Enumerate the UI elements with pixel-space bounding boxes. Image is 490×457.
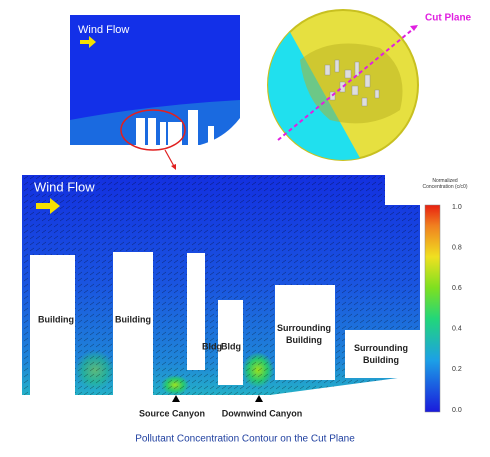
building-label: Bldg: [202, 341, 222, 351]
building-label: Building: [38, 314, 74, 324]
colorbar-tick-label: 0.4: [452, 326, 462, 333]
cut-plane-label: Cut Plane: [425, 13, 472, 24]
building-label: Surrounding Building: [354, 343, 408, 365]
building-label: Building: [115, 314, 151, 324]
inset-right: Cut Plane: [267, 9, 472, 161]
colorbar-tick-label: 0.8: [452, 244, 462, 251]
inset-wind-label: Wind Flow: [78, 24, 129, 36]
building-label: Bldg: [221, 341, 241, 351]
building-label-text: Surrounding Building: [354, 343, 408, 365]
canyon-label: Source Canyon: [139, 408, 205, 418]
main-wind-label: Wind Flow: [34, 179, 95, 194]
colorbar-tick-label: 1.0: [452, 204, 462, 211]
colorbar: Normalized Concentration (c/c0) 1.0 0.8 0.…: [422, 178, 468, 414]
colorbar-title: Normalized Concentration (c/c0): [422, 178, 468, 190]
caption: Pollutant Concentration Contour on the C…: [135, 434, 355, 445]
colorbar-tick-label: 0.0: [452, 407, 462, 414]
colorbar-tick-label: 0.6: [452, 285, 462, 292]
inset-left: Wind Flow: [70, 15, 240, 170]
colorbar-tick-label: 0.2: [452, 366, 462, 373]
building-label: Surrounding Building: [277, 323, 331, 345]
main-panel: Wind Flow Building Building Bldg Bldg Su…: [22, 175, 420, 418]
building-label-text: Surrounding Building: [277, 323, 331, 345]
colorbar-title-text: Normalized Concentration (c/c0): [422, 178, 468, 190]
canyon-label: Downwind Canyon: [222, 408, 303, 418]
